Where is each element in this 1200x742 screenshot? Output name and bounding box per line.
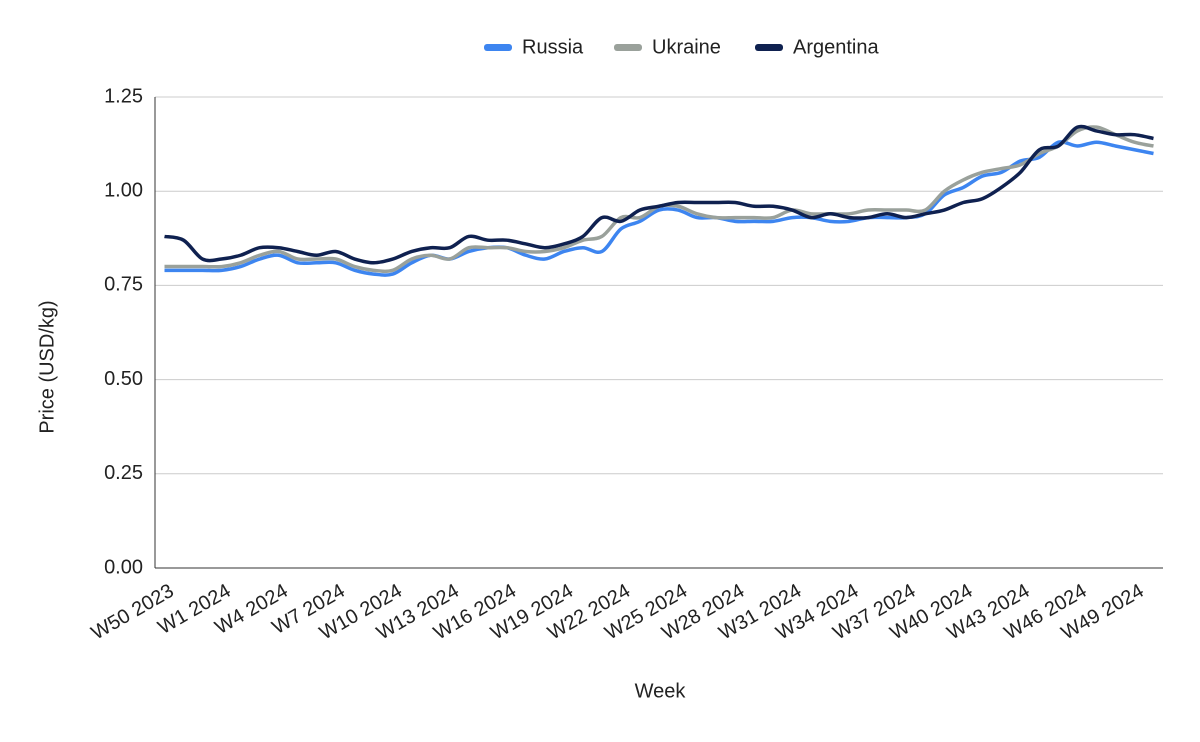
y-tick-label: 0.25: [104, 462, 143, 484]
x-axis-title: Week: [635, 680, 687, 702]
y-tick-label: 0.00: [104, 556, 143, 578]
line-series: [164, 125, 1154, 274]
legend-label: Argentina: [793, 36, 879, 58]
legend-label: Ukraine: [652, 36, 721, 58]
y-tick-label: 0.75: [104, 274, 143, 296]
y-tick-label: 1.25: [104, 85, 143, 107]
y-axis-title: Price (USD/kg): [36, 300, 58, 433]
legend-swatch: [755, 44, 783, 51]
y-tick-label: 0.50: [104, 368, 143, 390]
line-series: [164, 140, 1154, 277]
y-tick-label: 1.00: [104, 179, 143, 201]
legend-swatch: [614, 44, 642, 51]
legend-label: Russia: [522, 36, 584, 58]
legend-swatch: [484, 44, 512, 51]
line-series: [164, 124, 1154, 265]
